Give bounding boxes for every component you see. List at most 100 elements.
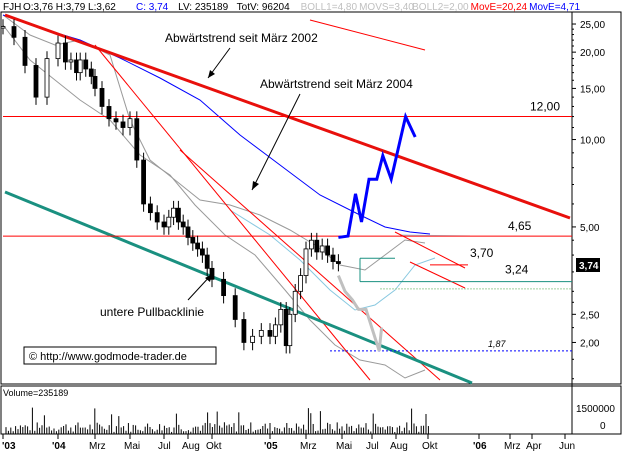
moving-average-short [229,209,436,311]
x-tick-label: Aug [182,441,200,452]
price-bar [250,335,256,343]
price-bar [195,242,201,250]
annotation-label: Abwärtstrend seit März 2002 [165,31,318,45]
price-bar [241,319,247,343]
bullish-scenario-path [338,111,417,239]
price-bar [199,248,205,256]
chart-header: FJH O:3,76 H:3,79 L:3,62 C: 3,74 LV: 235189… [3,2,580,13]
price-bar [272,324,278,337]
y-tick-label: 2,50 [580,310,600,321]
price-bar [298,275,304,292]
price-bar [120,121,126,128]
price-bar [161,221,167,228]
price-bar [292,290,298,315]
trend-line-top [309,19,426,51]
volume-axis-max: 1500000 [576,404,615,415]
header-item: TotV: 96204 [237,2,290,13]
triangle-lower [409,261,466,289]
price-bar [166,216,172,228]
price-bar [190,237,196,244]
price-bar [154,212,160,223]
price-bar [55,42,61,60]
price-bar [267,330,273,337]
annotation-arrowhead [208,70,215,78]
y-tick-label: 15,00 [580,84,605,95]
header-item: BOLL2=2,00 [412,2,469,13]
level-label: 3,24 [505,263,529,277]
x-tick-label: '03 [2,441,16,452]
last-price-badge-text: 3,74 [579,261,599,272]
price-bar [204,254,210,269]
header-item: MovE=4,71 [529,2,580,13]
price-bar [134,118,140,161]
level-label: 3,70 [470,246,494,260]
copyright-box [23,346,217,365]
price-bar [330,254,336,262]
price-bar [319,245,325,253]
header-item: LV: 235189 [178,2,228,13]
triangle-upper [394,231,466,269]
y-tick-label: 25,00 [580,20,605,31]
level-label: 4,65 [508,219,532,233]
x-tick-label: '04 [52,441,66,452]
price-bar [335,261,341,264]
price-bar [308,239,314,250]
volume-label: Volume=235189 [3,388,68,398]
price-bar [314,239,320,253]
x-tick-label: Mrz [89,441,106,452]
price-series [0,19,341,354]
price-bar [11,26,17,38]
annotation-arrowhead [252,181,259,190]
level-label: 12,00 [530,100,560,114]
x-tick-label: Mai [124,441,140,452]
price-bar [232,295,238,320]
price-bar [147,203,153,214]
y-tick-label: 10,00 [580,136,605,147]
volume-axis-min: 0 [600,421,606,432]
x-tick-label: Okt [206,441,222,452]
x-tick-label: '06 [473,441,487,452]
annotation-arrow [251,93,301,191]
x-tick-label: '05 [264,441,278,452]
price-bar [33,65,39,98]
price-panel-frame [0,11,622,385]
price-bar [325,245,331,256]
price-bar [106,106,112,120]
price-bar [99,88,105,107]
x-tick-label: Mrz [300,441,317,452]
price-bar [141,159,147,205]
price-bar [278,308,284,326]
header-item: O:3,76 H:3,79 L:3,62 [23,2,116,13]
bearish-scenario-path [337,274,384,352]
copyright-text: © http://www.godmode-trader.de [29,351,187,363]
price-bar [258,330,264,337]
price-bar [171,207,177,218]
y-tick-label: 2,00 [580,338,600,349]
level-label: 1,87 [488,339,507,349]
bollinger-lower-band [2,24,426,379]
x-tick-label: Apr [526,441,542,452]
y-tick-label: 5,00 [580,223,600,234]
price-bar [113,118,119,123]
price-bar [209,267,215,280]
header-item: MovE=20,24 [471,2,528,13]
trend-channel-lower [179,149,441,381]
moving-average-long [2,14,431,235]
header-item: MOVS=3,40 [359,2,414,13]
x-tick-label: Jul [366,441,379,452]
header-item: C: 3,74 [136,2,169,13]
x-tick-label: Okt [422,441,438,452]
volume-bars [5,407,429,434]
last-price-badge [576,258,600,272]
x-tick-label: Jul [158,441,171,452]
price-bar [303,248,309,276]
price-bar [92,76,98,89]
price-bar [44,58,50,98]
price-bar [77,59,83,74]
annotation-arrowhead [205,274,212,282]
trend-channel-upper [94,44,371,381]
annotation-label: untere Pullbacklinie [100,305,204,319]
x-tick-label: Mrz [504,441,521,452]
price-bar [88,68,94,77]
